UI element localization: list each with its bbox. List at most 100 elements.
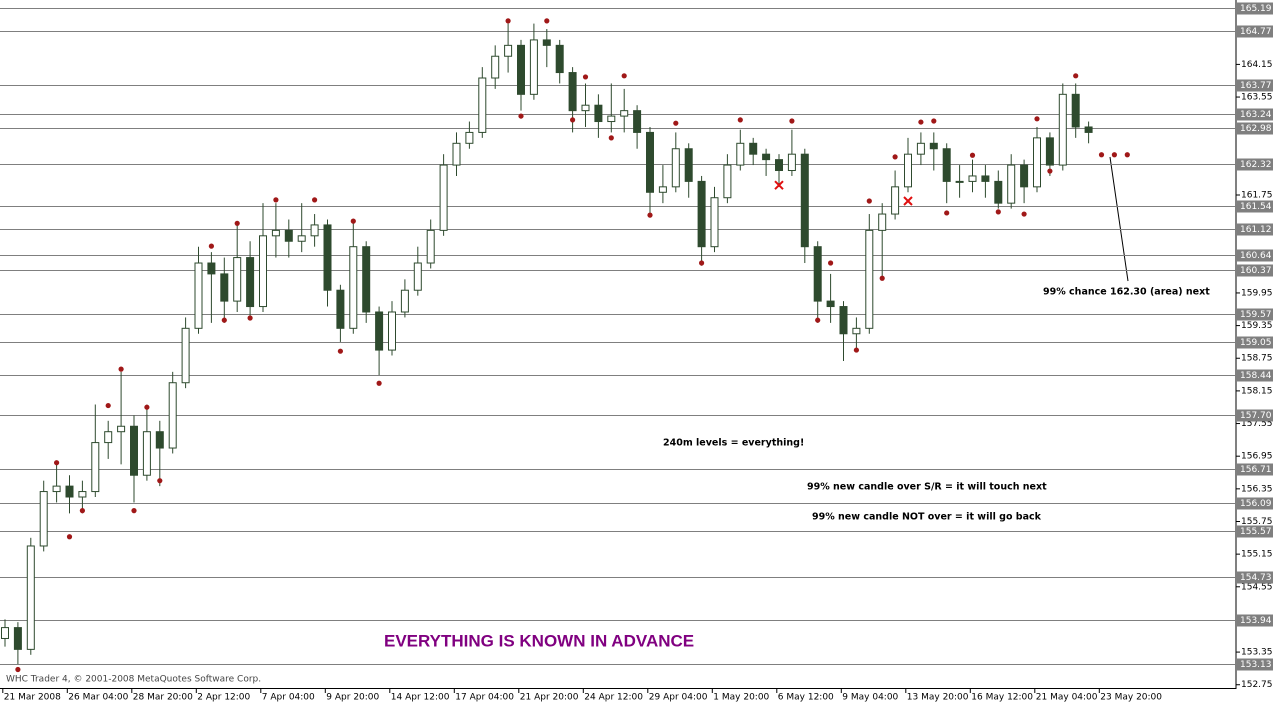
candle-body bbox=[504, 44, 513, 57]
candle-body bbox=[297, 235, 306, 242]
x-tick-label: 21 Mar 2008 bbox=[4, 693, 61, 703]
level-box bbox=[1237, 200, 1273, 213]
fractal-marker bbox=[570, 117, 576, 123]
candle-body bbox=[323, 224, 332, 291]
fractal-marker bbox=[66, 534, 73, 540]
candle-body bbox=[400, 289, 409, 313]
candle-body bbox=[710, 197, 719, 248]
level-label: 165.19 bbox=[1240, 4, 1272, 14]
fractal-marker bbox=[544, 18, 550, 24]
fractal-marker bbox=[337, 348, 343, 354]
cross-marker bbox=[903, 196, 913, 206]
fractal-marker bbox=[1073, 73, 1079, 79]
candle-body bbox=[658, 186, 667, 193]
x-tick-label: 29 Apr 04:00 bbox=[649, 693, 708, 703]
level-label: 157.70 bbox=[1240, 411, 1272, 421]
level-label: 154.73 bbox=[1240, 573, 1272, 583]
fractal-marker bbox=[131, 508, 137, 514]
fractal-marker bbox=[879, 275, 885, 281]
annotation: 240m levels = everything! bbox=[663, 438, 804, 449]
candle-body bbox=[349, 246, 358, 329]
candle-body bbox=[310, 224, 319, 237]
x-tick-label: 24 Apr 12:00 bbox=[584, 693, 643, 703]
candle-body bbox=[1084, 126, 1093, 133]
level-label: 159.57 bbox=[1240, 310, 1272, 320]
x-tick-label: 16 May 12:00 bbox=[971, 693, 1033, 703]
level-label: 162.32 bbox=[1240, 160, 1272, 170]
candle-body bbox=[633, 110, 642, 133]
candle-body bbox=[904, 153, 912, 188]
candle-body bbox=[246, 257, 255, 308]
level-label: 162.98 bbox=[1240, 124, 1272, 134]
fractal-marker bbox=[1111, 152, 1117, 158]
candle-body bbox=[259, 235, 267, 308]
y-tick-label: 156.35 bbox=[1241, 484, 1273, 494]
level-label: 164.77 bbox=[1240, 27, 1272, 37]
candle-body bbox=[697, 180, 706, 248]
level-box bbox=[1237, 108, 1273, 121]
candle-body bbox=[671, 148, 680, 188]
level-label: 155.57 bbox=[1240, 527, 1272, 537]
fractal-marker bbox=[995, 209, 1001, 215]
candle-body bbox=[981, 175, 990, 182]
fractal-marker bbox=[15, 666, 21, 673]
candle-body bbox=[426, 229, 435, 264]
candle-body bbox=[13, 627, 22, 650]
fractal-marker bbox=[621, 73, 627, 79]
candle-body bbox=[1033, 137, 1041, 188]
candle-body bbox=[800, 153, 809, 248]
level-label: 153.13 bbox=[1240, 660, 1272, 670]
candle-body bbox=[787, 153, 796, 172]
candle-body bbox=[284, 229, 293, 242]
candle-body bbox=[130, 425, 138, 476]
level-box bbox=[1237, 497, 1273, 510]
level-label: 163.77 bbox=[1240, 81, 1272, 91]
annotation: 99% new candle NOT over = it will go bac… bbox=[812, 512, 1042, 523]
candle-body bbox=[78, 491, 87, 498]
level-box bbox=[1237, 79, 1273, 92]
candle-body bbox=[878, 213, 887, 231]
level-box bbox=[1237, 122, 1273, 135]
y-tick-label: 161.75 bbox=[1241, 190, 1273, 200]
level-box bbox=[1237, 264, 1273, 277]
candle-body bbox=[955, 180, 964, 183]
candle-body bbox=[646, 131, 654, 193]
level-label: 160.64 bbox=[1240, 251, 1272, 261]
candle-body bbox=[529, 39, 538, 95]
fractal-marker bbox=[505, 18, 511, 24]
fractal-marker bbox=[647, 212, 653, 218]
candle-body bbox=[233, 257, 242, 302]
y-tick-label: 163.55 bbox=[1241, 93, 1273, 103]
candle-body bbox=[684, 148, 693, 182]
level-box bbox=[1237, 658, 1273, 671]
y-tick-label: 152.75 bbox=[1241, 680, 1273, 690]
candle-body bbox=[375, 311, 384, 351]
fractal-marker bbox=[673, 120, 679, 126]
fractal-marker bbox=[221, 317, 227, 323]
y-tick-label: 156.95 bbox=[1241, 452, 1273, 462]
candle-body bbox=[607, 115, 616, 123]
candle-body bbox=[1, 627, 9, 639]
level-label: 159.05 bbox=[1240, 338, 1272, 348]
candle-body bbox=[749, 142, 758, 155]
fractal-marker bbox=[931, 118, 937, 124]
candle-body bbox=[39, 491, 48, 547]
fractal-marker bbox=[1124, 152, 1130, 158]
candle-body bbox=[594, 104, 603, 123]
candle-body bbox=[723, 164, 732, 199]
fractal-marker bbox=[208, 243, 214, 249]
fractal-marker bbox=[54, 460, 60, 466]
candle-body bbox=[1007, 164, 1016, 204]
level-box bbox=[1237, 369, 1273, 382]
candle-body bbox=[388, 311, 396, 351]
fractal-marker bbox=[1021, 211, 1027, 217]
fractal-marker bbox=[118, 366, 124, 372]
candle-body bbox=[826, 300, 835, 308]
x-tick-label: 28 Mar 20:00 bbox=[133, 693, 193, 703]
candle-body bbox=[336, 289, 345, 329]
fractal-marker bbox=[828, 260, 834, 266]
candle-body bbox=[168, 382, 177, 449]
fractal-marker bbox=[699, 260, 705, 266]
candle-body bbox=[439, 164, 448, 231]
